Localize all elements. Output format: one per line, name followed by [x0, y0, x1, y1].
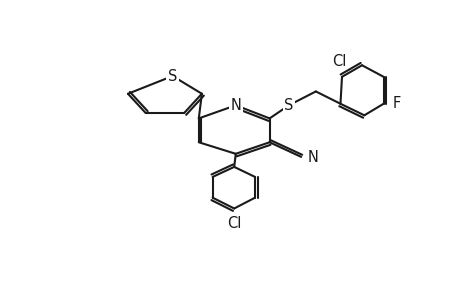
Text: S: S	[284, 98, 293, 113]
Text: S: S	[168, 68, 177, 83]
Text: Cl: Cl	[332, 54, 346, 69]
Text: N: N	[307, 150, 318, 165]
Text: N: N	[230, 98, 241, 113]
Text: Cl: Cl	[227, 216, 241, 231]
Text: F: F	[392, 96, 400, 111]
